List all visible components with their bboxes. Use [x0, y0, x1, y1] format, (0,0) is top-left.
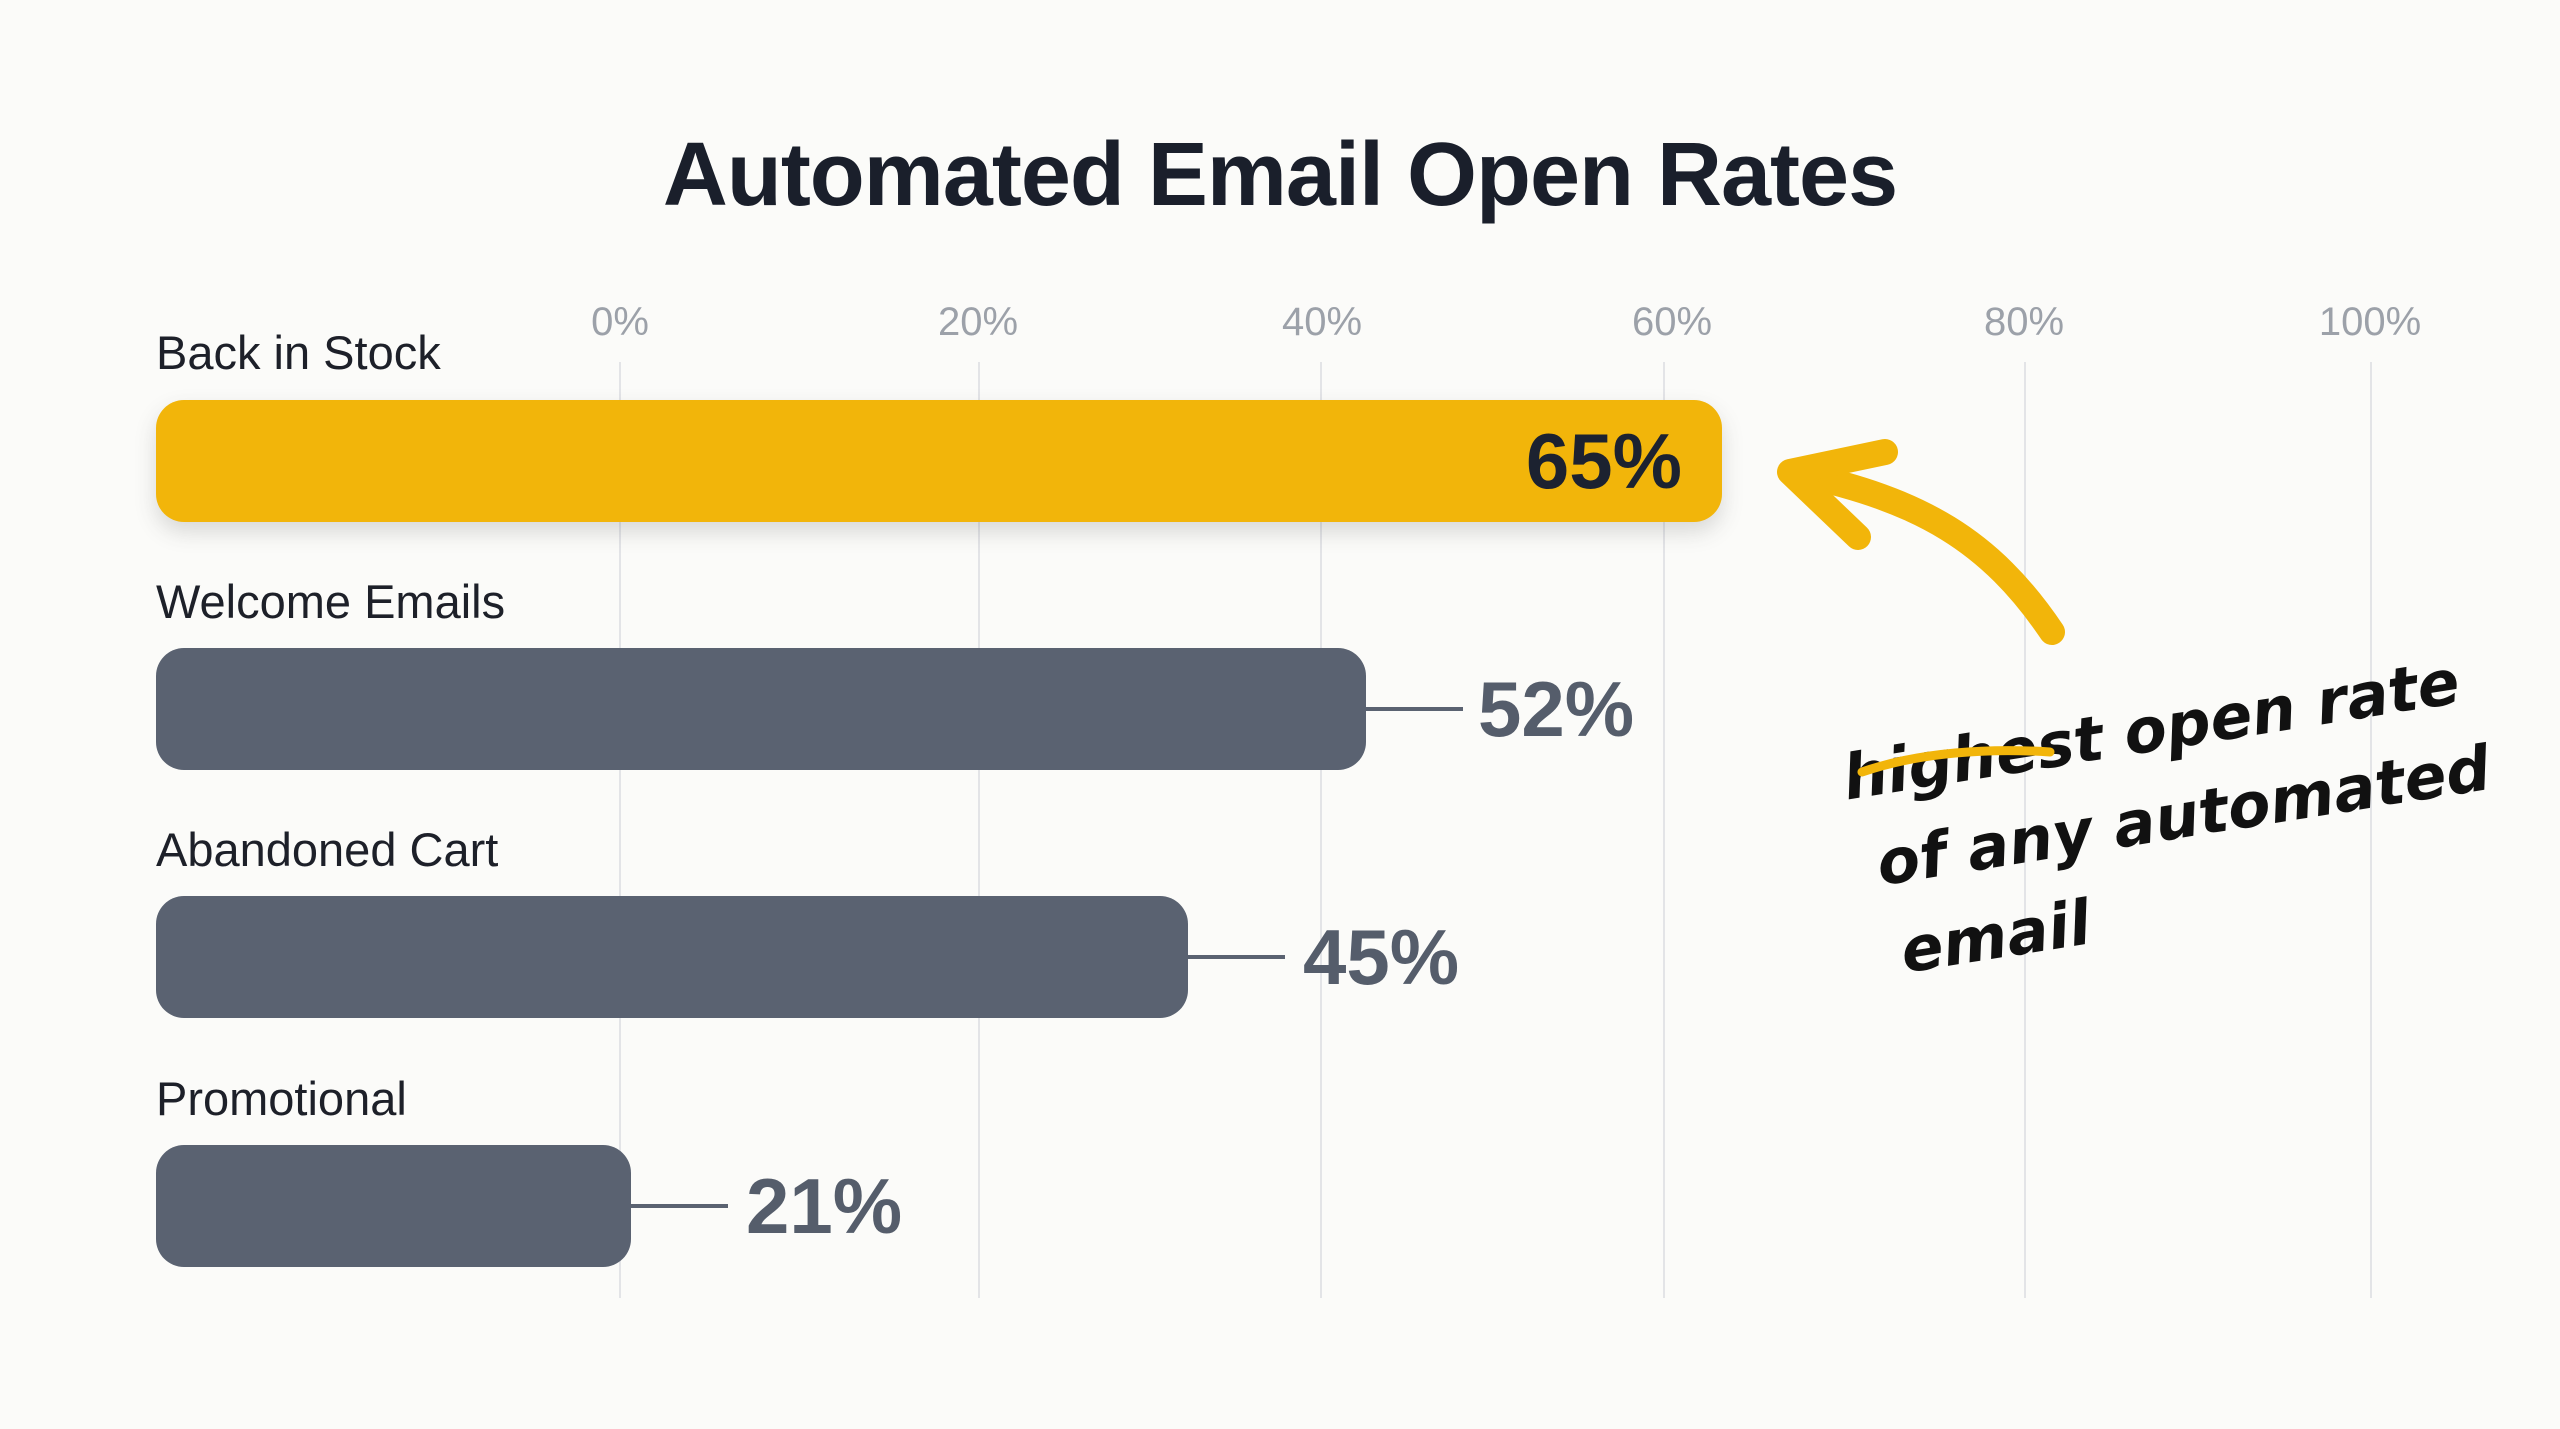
- annotation-line-3: email: [1896, 885, 2097, 987]
- chart-title: Automated Email Open Rates: [662, 125, 1898, 225]
- gridline-0: [619, 362, 621, 1298]
- connector-line: [1366, 707, 1463, 711]
- category-label: Back in Stock: [156, 326, 441, 379]
- annotation-line-2: of any automated: [1872, 731, 2496, 900]
- highlight-underline: [1857, 746, 2055, 777]
- connector-line: [631, 1204, 728, 1208]
- gridline-80: [2024, 362, 2026, 1298]
- bar-abandoned-cart[interactable]: [156, 896, 1188, 1018]
- tick-label-60: 60%: [1631, 300, 1713, 344]
- category-label: Welcome Emails: [156, 575, 506, 628]
- connector-line: [1188, 955, 1285, 959]
- tick-label-40: 40%: [1281, 300, 1363, 344]
- bar-welcome-emails[interactable]: [156, 648, 1366, 770]
- curved-arrow-icon: [1777, 439, 2065, 645]
- category-label: Abandoned Cart: [156, 823, 499, 876]
- tick-label-20: 20%: [937, 300, 1019, 344]
- bar-promotional[interactable]: [156, 1145, 631, 1267]
- gridline-60: [1663, 362, 1665, 1298]
- value-label: 21%: [746, 1162, 903, 1250]
- category-label: Promotional: [156, 1072, 407, 1125]
- value-label: 65%: [1525, 417, 1682, 505]
- tick-label-80: 80%: [1983, 300, 2065, 344]
- bar-back-in-stock[interactable]: 65%: [156, 400, 1722, 522]
- value-label: 52%: [1478, 665, 1635, 753]
- gridline-100: [2370, 362, 2372, 1298]
- gridline-20: [978, 362, 980, 1298]
- value-label: 45%: [1303, 913, 1460, 1001]
- tick-label-100: 100%: [2318, 300, 2422, 344]
- annotation-text: highest open rate of any automated email: [1838, 645, 2496, 988]
- tick-label-0: 0%: [591, 300, 649, 344]
- gridline-40: [1320, 362, 1322, 1298]
